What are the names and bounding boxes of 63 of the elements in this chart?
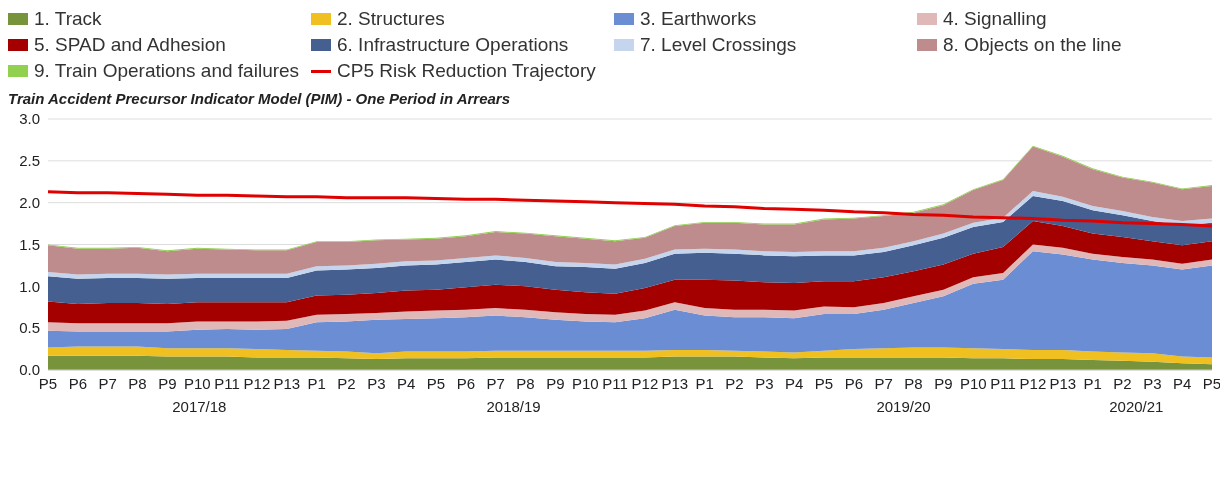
- text: 2018/19: [486, 398, 541, 415]
- x-tick-label: P5: [1202, 374, 1222, 392]
- x-tick-label: P4: [784, 374, 804, 392]
- legend-label: 9. Train Operations and failures: [34, 60, 300, 82]
- x-tick-label: P5: [38, 374, 58, 392]
- y-tick-label: 0.0: [19, 361, 40, 379]
- x-tick-label: P5: [814, 374, 834, 392]
- legend-label: 6. Infrastructure Operations: [337, 34, 569, 56]
- x-tick-label: P1: [1083, 374, 1102, 392]
- x-tick-label: P8: [128, 374, 147, 392]
- x-tick-label: P11: [214, 374, 240, 392]
- x-tick-label: P9: [934, 374, 953, 392]
- x-tick-label: P11: [602, 374, 628, 392]
- x-tick-label: P10: [183, 374, 211, 392]
- text: 2019/20: [876, 398, 931, 415]
- x-tick-label: P13: [661, 374, 689, 392]
- x-tick-label: P2: [725, 374, 744, 392]
- legend-label: 7. Level Crossings: [640, 34, 797, 56]
- x-tick-label: P13: [1049, 374, 1077, 392]
- x-tick-label: P9: [158, 374, 177, 392]
- y-tick-label: 1.0: [19, 277, 40, 295]
- legend-label: 5. SPAD and Adhesion: [34, 34, 226, 56]
- x-tick-label: P1: [695, 374, 714, 392]
- x-tick-label: P8: [904, 374, 923, 392]
- y-tick-label: 1.5: [19, 235, 40, 253]
- x-tick-label: P7: [486, 374, 505, 392]
- y-tick-label: 3.0: [19, 110, 40, 128]
- x-tick-label: P10: [571, 374, 599, 392]
- x-tick-label: P12: [243, 374, 271, 392]
- x-tick-label: P12: [631, 374, 659, 392]
- legend-label: 1. Track: [34, 8, 102, 30]
- x-tick-label: P7: [98, 374, 117, 392]
- text: 2017/18: [172, 398, 227, 415]
- x-tick-label: P2: [1113, 374, 1132, 392]
- y-tick-label: 0.5: [19, 319, 40, 337]
- x-tick-label: P6: [844, 374, 864, 392]
- legend-label: 3. Earthworks: [640, 8, 757, 30]
- legend-label: 8. Objects on the line: [943, 34, 1122, 56]
- legend-label: 4. Signalling: [943, 8, 1047, 30]
- y-tick-label: 2.5: [19, 152, 40, 170]
- x-tick-label: P10: [959, 374, 987, 392]
- text: 2020/21: [1109, 398, 1164, 415]
- x-tick-label: P9: [546, 374, 565, 392]
- x-tick-label: P6: [456, 374, 476, 392]
- x-tick-label: P6: [68, 374, 88, 392]
- x-tick-label: P12: [1019, 374, 1047, 392]
- x-tick-label: P2: [337, 374, 356, 392]
- chart-title: Train Accident Precursor Indicator Model (PIM) - One Period in Arrears: [8, 90, 512, 107]
- x-tick-label: P4: [1172, 374, 1192, 392]
- x-tick-label: P3: [755, 374, 774, 392]
- legend-label: CP5 Risk Reduction Trajectory: [337, 60, 596, 82]
- x-tick-label: P4: [396, 374, 416, 392]
- x-tick-label: P5: [426, 374, 446, 392]
- x-tick-label: P8: [516, 374, 535, 392]
- x-tick-label: P1: [307, 374, 326, 392]
- x-tick-label: P7: [874, 374, 893, 392]
- x-tick-label: P13: [273, 374, 301, 392]
- legend-label: 2. Structures: [337, 8, 445, 30]
- line-series: [46, 190, 1214, 228]
- x-tick-label: P3: [1143, 374, 1162, 392]
- x-tick-label: P11: [990, 374, 1016, 392]
- y-tick-label: 2.0: [19, 193, 40, 211]
- x-tick-label: P3: [367, 374, 386, 392]
